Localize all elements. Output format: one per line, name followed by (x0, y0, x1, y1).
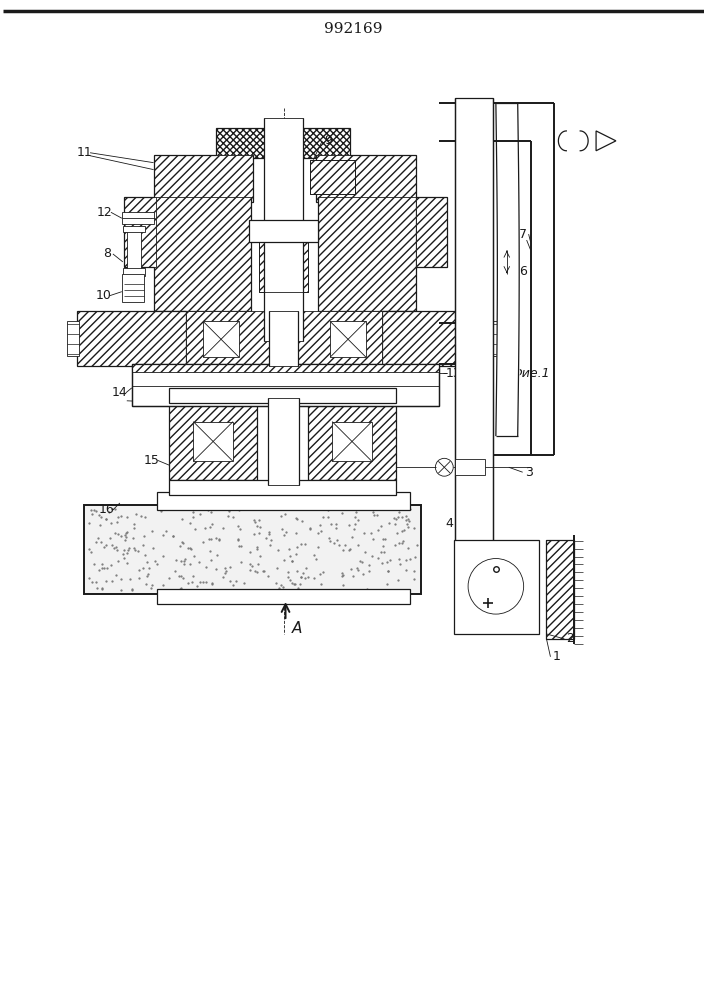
Bar (308, 403, 396, 480)
Bar (216, 128, 350, 158)
Bar (156, 589, 409, 604)
Bar (124, 197, 156, 267)
Text: 13: 13 (445, 367, 461, 380)
Bar (316, 155, 416, 202)
Bar (274, 128, 293, 222)
Text: 16: 16 (99, 503, 115, 516)
Bar (193, 422, 233, 461)
Text: 2: 2 (566, 632, 574, 645)
Bar (269, 311, 298, 366)
Bar (77, 311, 187, 366)
Bar (330, 321, 366, 357)
Text: 15: 15 (144, 454, 160, 467)
Bar (547, 540, 574, 639)
Bar (382, 311, 491, 366)
Text: 992169: 992169 (324, 22, 382, 36)
Text: 5: 5 (481, 352, 489, 365)
Bar (268, 398, 300, 485)
Text: 9: 9 (325, 134, 332, 147)
Text: 4: 4 (445, 517, 453, 530)
Bar (318, 197, 416, 311)
Bar (170, 388, 396, 403)
Bar (84, 505, 421, 594)
Bar (310, 160, 355, 194)
Bar (489, 321, 501, 356)
Text: 10: 10 (96, 289, 112, 302)
Bar (187, 311, 281, 366)
Bar (132, 364, 439, 406)
Text: 1: 1 (552, 650, 561, 663)
Bar (332, 422, 372, 461)
Bar (123, 226, 145, 232)
Bar (264, 118, 303, 341)
Bar (547, 540, 574, 639)
Bar (123, 268, 145, 276)
Bar (416, 197, 448, 267)
Bar (170, 403, 257, 480)
Text: 11: 11 (76, 146, 92, 159)
Text: Фие.1: Фие.1 (511, 367, 550, 380)
Bar (259, 242, 308, 292)
Bar (276, 125, 291, 163)
Bar (122, 274, 144, 302)
Bar (203, 321, 239, 357)
Bar (127, 227, 141, 272)
Bar (259, 242, 308, 292)
Bar (153, 197, 251, 311)
Bar (67, 321, 79, 356)
Text: 6: 6 (519, 265, 527, 278)
Bar (288, 311, 382, 366)
Bar (454, 540, 539, 634)
Text: 7: 7 (519, 228, 527, 241)
Text: A: A (291, 621, 302, 636)
Bar (455, 459, 485, 475)
Text: 12: 12 (97, 206, 113, 219)
Bar (310, 160, 355, 194)
Text: 3: 3 (525, 466, 532, 479)
Bar (132, 364, 439, 372)
Text: 14: 14 (112, 386, 128, 399)
Bar (455, 98, 493, 579)
Bar (170, 480, 396, 495)
Text: 8: 8 (103, 247, 111, 260)
Bar (156, 492, 409, 510)
Bar (153, 155, 253, 202)
Bar (122, 212, 153, 224)
Polygon shape (596, 131, 616, 151)
Bar (249, 220, 318, 242)
